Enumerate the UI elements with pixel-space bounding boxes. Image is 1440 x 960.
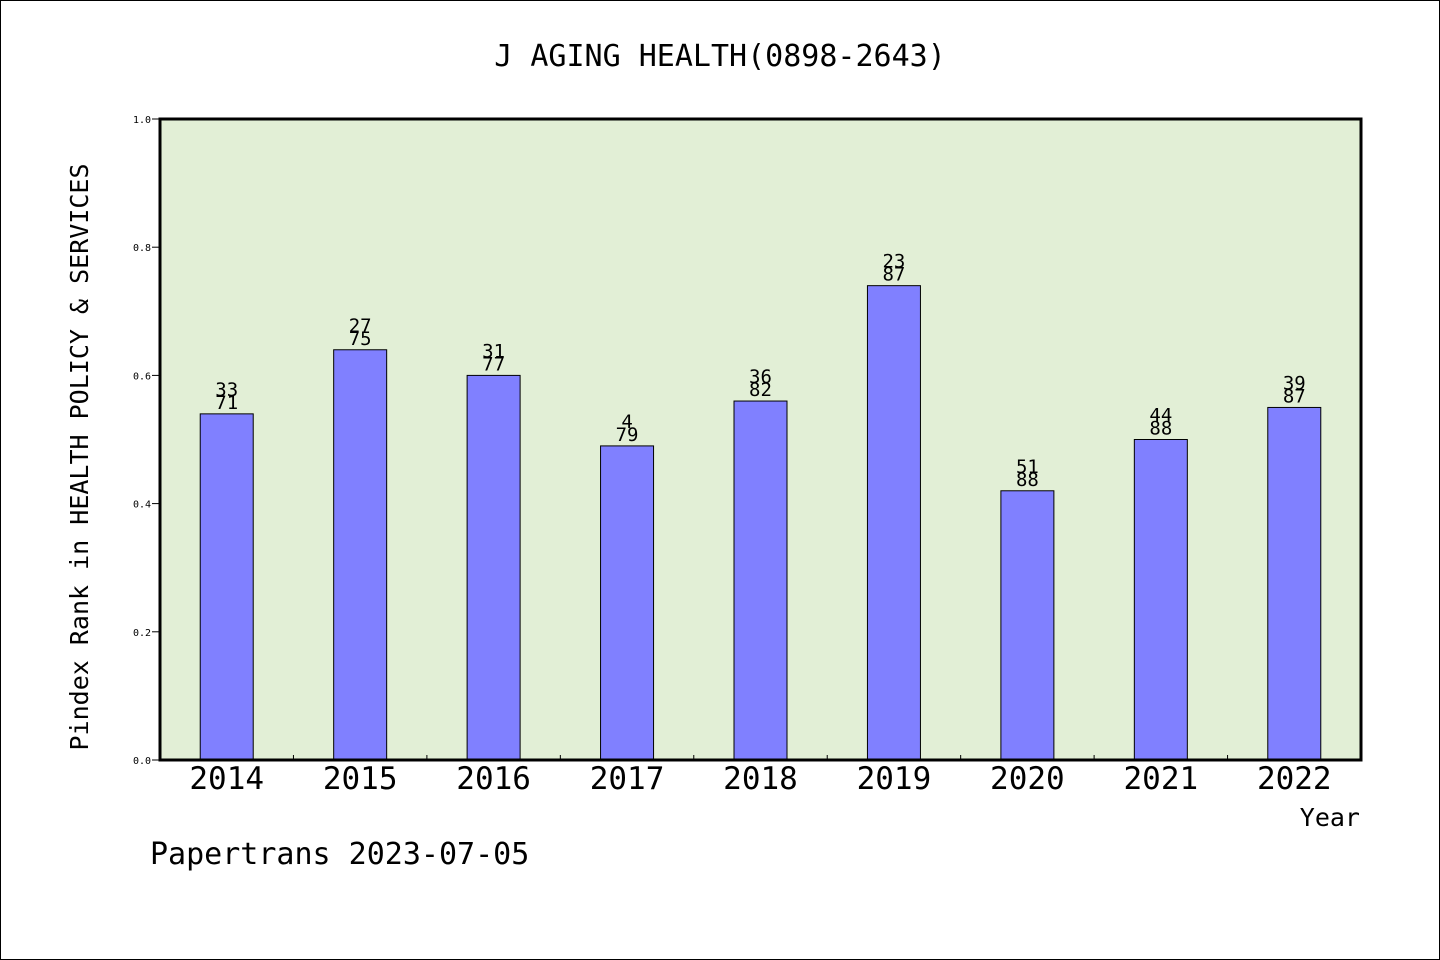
footer-text: Papertrans 2023-07-05 bbox=[150, 837, 529, 872]
data-label-total: 75 bbox=[349, 328, 372, 350]
data-label-rank: 31 bbox=[482, 340, 505, 362]
y-tick-label: 0.2 bbox=[133, 628, 151, 639]
x-tick-label: 2019 bbox=[857, 761, 932, 797]
data-label-total: 71 bbox=[215, 392, 238, 414]
y-tick-label: 0.6 bbox=[133, 371, 151, 382]
x-tick-label: 2020 bbox=[990, 761, 1065, 797]
bar-series bbox=[199, 285, 1322, 761]
bar bbox=[733, 400, 788, 761]
y-tick-label: 1.0 bbox=[133, 115, 151, 126]
bar bbox=[600, 445, 655, 761]
data-label-total: 82 bbox=[749, 379, 772, 401]
x-tick-label: 2021 bbox=[1124, 761, 1199, 797]
bar bbox=[199, 413, 254, 761]
y-axis: 0.0 0.2 0.4 0.6 0.8 1.0 bbox=[133, 115, 160, 767]
x-tick-label: 2017 bbox=[590, 761, 665, 797]
y-axis-label: Pindex Rank in HEALTH POLICY & SERVICES bbox=[65, 164, 94, 751]
x-tick-label: 2016 bbox=[456, 761, 531, 797]
data-label-total: 79 bbox=[616, 424, 639, 446]
data-label-total: 87 bbox=[882, 264, 905, 286]
chart-title: J AGING HEALTH(0898-2643) bbox=[494, 39, 946, 74]
data-label-rank: 36 bbox=[749, 366, 772, 388]
x-axis-label: Year bbox=[1300, 803, 1360, 832]
data-label-rank: 39 bbox=[1283, 372, 1306, 394]
data-label-total: 87 bbox=[1283, 385, 1306, 407]
data-label-total: 88 bbox=[1149, 418, 1172, 440]
data-label-total: 77 bbox=[482, 353, 505, 375]
bar bbox=[1133, 439, 1188, 761]
y-tick-label: 0.4 bbox=[133, 500, 151, 511]
x-tick-label: 2015 bbox=[323, 761, 398, 797]
x-tick-label: 2014 bbox=[189, 761, 264, 797]
data-label-rank: 44 bbox=[1149, 405, 1172, 427]
bar bbox=[333, 349, 388, 761]
data-label-rank: 4 bbox=[621, 411, 632, 433]
data-label-total: 88 bbox=[1016, 469, 1039, 491]
data-label-rank: 33 bbox=[215, 379, 238, 401]
x-axis: 2014 2015 2016 2017 2018 2019 2020 2021 2022 bbox=[189, 755, 1332, 797]
x-tick-label: 2018 bbox=[723, 761, 798, 797]
bar bbox=[1267, 406, 1322, 761]
bar bbox=[466, 374, 521, 761]
y-tick-label: 0.0 bbox=[133, 756, 151, 767]
bar bbox=[1000, 490, 1055, 761]
y-tick-label: 0.8 bbox=[133, 243, 151, 254]
data-label-rank: 23 bbox=[882, 251, 905, 273]
plot-border bbox=[158, 117, 1363, 762]
bar bbox=[866, 285, 921, 761]
x-tick-label: 2022 bbox=[1257, 761, 1332, 797]
data-label-rank: 27 bbox=[349, 315, 372, 337]
data-label-rank: 51 bbox=[1016, 456, 1039, 478]
